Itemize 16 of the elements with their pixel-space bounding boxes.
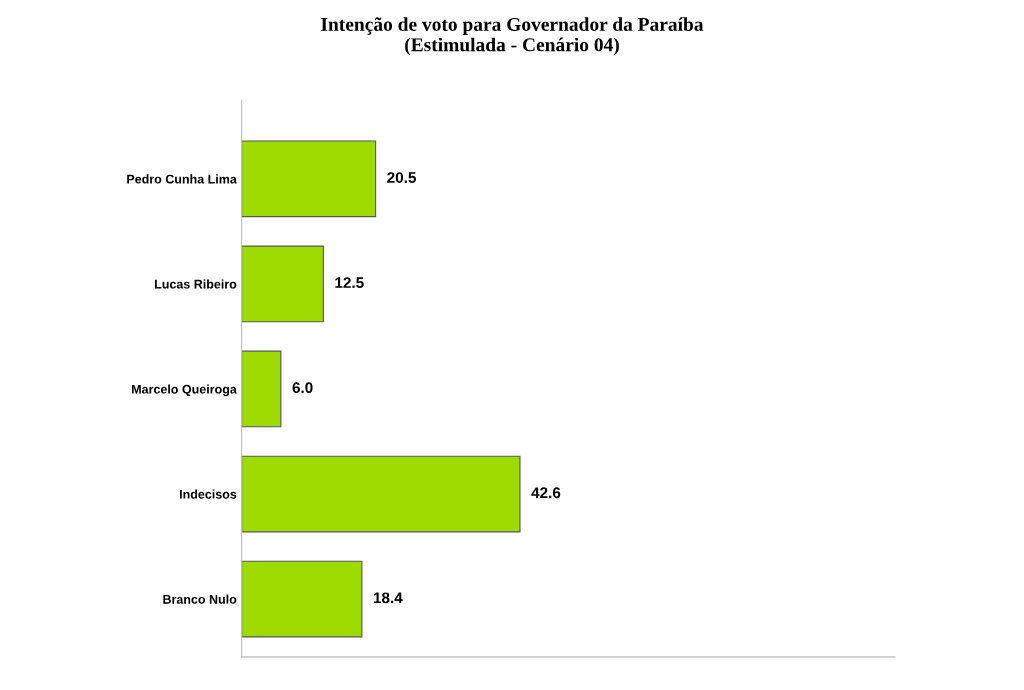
- data-label: 12.5: [335, 277, 364, 289]
- chart-title: Intenção de voto para Governador da Paraíba (Estimulada - Cenário 04): [321, 17, 704, 56]
- y-tick-label: Branco Nulo: [163, 594, 237, 604]
- data-label: 6.0: [292, 382, 313, 394]
- y-tick-label: Indecisos: [179, 489, 237, 499]
- bar: [241, 455, 521, 533]
- data-label: 18.4: [373, 592, 403, 604]
- bar: [241, 560, 363, 638]
- data-label: 20.5: [387, 172, 417, 183]
- bar: [241, 140, 377, 218]
- y-tick-label: Pedro Cunha Lima: [127, 174, 237, 184]
- bar: [241, 350, 282, 428]
- bar: [241, 245, 324, 323]
- data-label: 42.6: [531, 487, 561, 499]
- y-tick-label: Marcelo Queiroga: [132, 384, 237, 397]
- y-tick-label: Lucas Ribeiro: [154, 279, 237, 289]
